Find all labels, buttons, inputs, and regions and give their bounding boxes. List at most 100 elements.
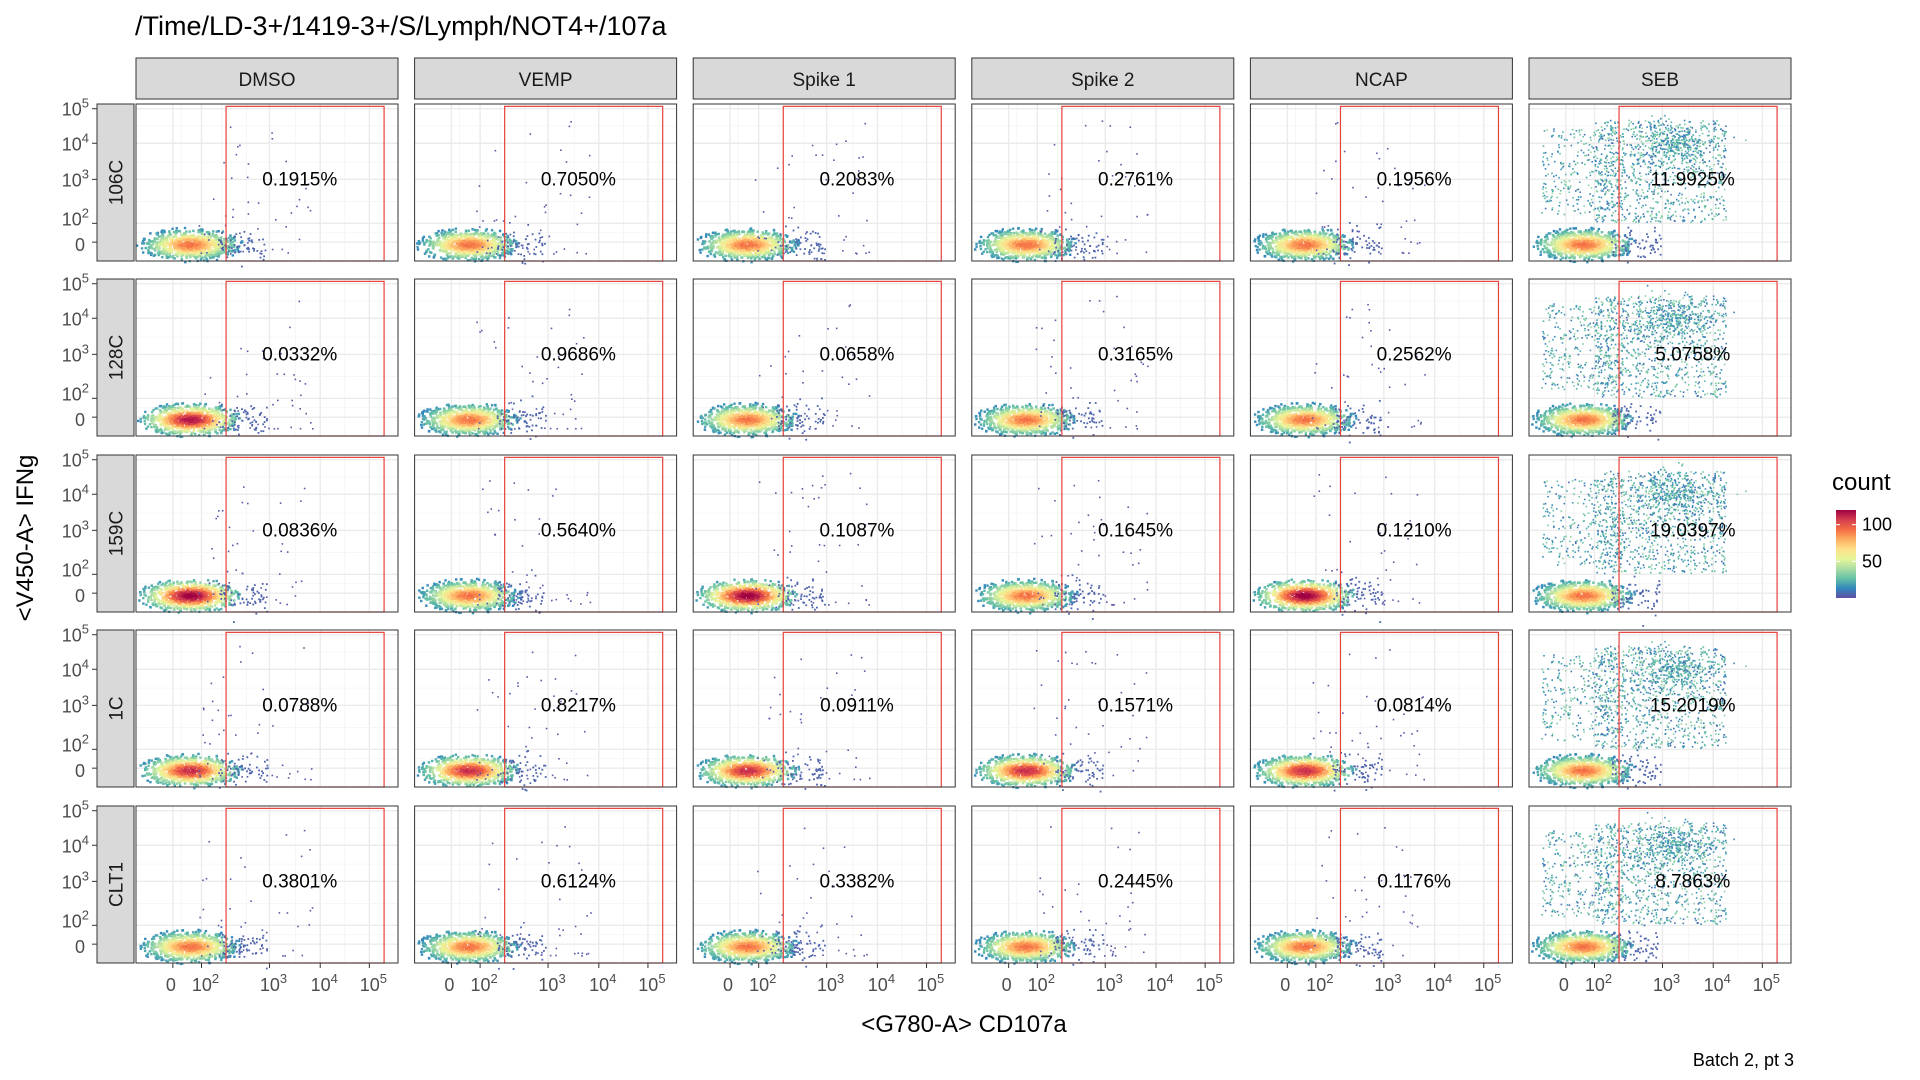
density-cell [1057,239,1060,242]
density-cell [437,239,440,242]
scatter-point [222,249,224,251]
density-cell [1309,238,1312,242]
density-cell [446,256,450,260]
density-cell [764,231,768,234]
scatter-point [226,256,229,259]
scatter-point [220,247,223,250]
scatter-point [1378,157,1381,160]
density-cell [203,247,206,251]
density-cell [771,249,775,252]
density-cell [489,254,492,257]
density-cell [1319,255,1322,259]
density-cell [233,245,236,248]
density-cell [170,249,174,252]
scatter-point [233,244,236,246]
scatter-point [809,249,811,251]
density-cell [766,249,770,252]
scatter-point [229,253,232,255]
density-cell [773,232,776,235]
density-cell [1288,240,1292,243]
density-cell [765,242,769,246]
scatter-point [1336,233,1339,236]
density-cell [778,236,782,239]
density-cell [231,250,234,253]
density-cell [1255,248,1259,252]
scatter-point [806,238,809,241]
density-cell [473,228,476,232]
density-cell [1007,229,1010,233]
density-cell [192,239,196,243]
density-cell [162,231,165,234]
scatter-point [1348,222,1351,224]
density-cell [149,253,153,257]
scatter-point [1136,153,1138,155]
density-cell [434,232,437,235]
density-cell [168,243,172,247]
density-cell [216,242,219,246]
density-cell [220,236,223,239]
density-cell [423,243,426,246]
density-cell [165,250,169,254]
density-cell [432,240,435,243]
density-cell [168,238,172,241]
density-cell [192,233,195,237]
density-cell [1313,230,1316,233]
scatter-point [247,213,250,215]
density-cell [984,248,987,251]
density-cell [1017,247,1020,250]
density-cell [501,252,504,255]
density-cell [187,234,191,238]
density-cell [457,244,460,248]
density-cell [709,243,712,246]
density-cell [708,240,711,243]
density-cell [470,241,473,244]
scatter-point [219,239,222,242]
scatter-point [1054,251,1056,254]
density-cell [1264,233,1268,236]
density-cell [196,247,199,250]
density-cell [217,230,220,233]
density-cell [206,245,209,248]
scatter-point [204,233,206,236]
density-cell [201,247,205,250]
density-cell [1074,242,1077,245]
scatter-point [539,239,541,242]
density-cell [759,234,763,237]
density-cell [465,238,469,242]
density-cell [472,257,475,261]
scatter-point [1378,242,1380,244]
density-cell [1002,253,1006,256]
scatter-point [1335,123,1337,125]
density-cell [202,238,205,242]
density-cell [706,254,709,258]
density-cell [732,250,736,253]
density-cell [1292,236,1296,239]
density-cell [1066,240,1070,243]
density-cell [459,255,463,258]
density-cell [781,256,784,260]
scatter-point [220,241,223,243]
density-cell [147,251,150,255]
density-cell [491,244,494,248]
density-cell [463,243,466,247]
density-cell [189,240,192,244]
density-cell [767,256,770,260]
facet-label: Spike 2 [1071,70,1134,91]
density-cell [747,252,750,255]
density-cell [186,247,189,251]
scatter-point [533,252,535,255]
scatter-point [1088,252,1091,254]
scatter-point [1066,248,1069,251]
panel-background [136,104,398,261]
density-cell [741,246,744,249]
density-cell [989,247,992,250]
density-cell [461,235,464,238]
density-cell [779,234,782,237]
facet-strip-5 [1528,57,1792,100]
scatter-point [1047,250,1050,253]
density-cell [484,229,488,232]
scatter-point [233,235,236,238]
density-cell [431,244,434,248]
density-cell [202,243,206,247]
density-cell [166,248,170,252]
